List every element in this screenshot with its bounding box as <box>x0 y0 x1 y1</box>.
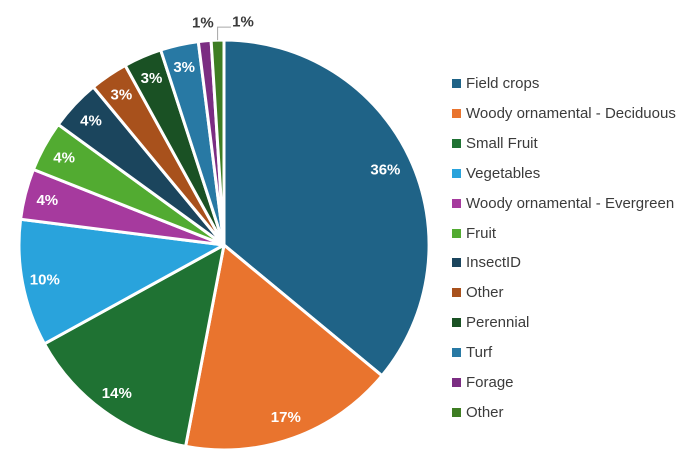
legend-swatch-icon <box>452 288 461 298</box>
pie-slice-small-fruit-2 <box>42 243 226 448</box>
slice-value-label-fruit-5: 4% <box>53 149 75 166</box>
legend-label: Other <box>466 403 504 421</box>
slice-value-label-other-11: 1% <box>232 13 254 30</box>
legend-label: Forage <box>466 373 514 391</box>
pie-slice-field-crops-0 <box>222 38 431 378</box>
legend-item-perennial-8: Perennial <box>452 308 697 338</box>
chart-legend: Field crops Woody ornamental - Deciduous S… <box>452 69 697 427</box>
legend-item-vegetables-3: Vegetables <box>452 159 697 189</box>
legend-item-fruit-5: Fruit <box>452 218 697 248</box>
slice-value-label-vegetables-3: 10% <box>30 271 60 288</box>
legend-swatch-icon <box>452 109 461 119</box>
legend-item-turf-9: Turf <box>452 338 697 368</box>
slice-value-label-turf-9: 3% <box>173 59 195 76</box>
slice-value-label-woody-ornamental-deciduous-1: 17% <box>271 409 301 426</box>
legend-item-field-crops-0: Field crops <box>452 69 697 99</box>
slice-value-label-insectid-6: 4% <box>80 112 102 129</box>
legend-label: Turf <box>466 344 493 362</box>
legend-swatch-icon <box>452 79 461 89</box>
legend-label: Fruit <box>466 224 496 242</box>
legend-swatch-icon <box>452 377 461 387</box>
legend-item-small-fruit-2: Small Fruit <box>452 129 697 159</box>
legend-swatch-icon <box>452 348 461 358</box>
slice-value-label-other-7: 3% <box>111 86 133 103</box>
legend-item-forage-10: Forage <box>452 367 697 397</box>
label-leader-line <box>217 26 231 41</box>
legend-item-woody-ornamental-deciduous-1: Woody ornamental - Deciduous <box>452 99 697 129</box>
legend-swatch-icon <box>452 168 461 178</box>
legend-label: Field crops <box>466 75 540 93</box>
slice-value-label-perennial-8: 3% <box>141 70 163 87</box>
legend-item-woody-ornamental-evergreen-4: Woody ornamental - Evergreen <box>452 188 697 218</box>
slice-value-label-field-crops-0: 36% <box>370 161 400 178</box>
legend-label: Small Fruit <box>466 135 538 153</box>
legend-swatch-icon <box>452 258 461 268</box>
legend-label: Other <box>466 284 504 302</box>
legend-swatch-icon <box>452 198 461 208</box>
legend-item-other-11: Other <box>452 397 697 427</box>
slice-value-label-small-fruit-2: 14% <box>102 385 132 402</box>
legend-swatch-icon <box>452 139 461 149</box>
legend-label: Woody ornamental - Deciduous <box>466 105 676 123</box>
slice-value-label-forage-10: 1% <box>192 14 214 31</box>
legend-swatch-icon <box>452 228 461 238</box>
legend-swatch-icon <box>452 407 461 417</box>
legend-item-insectid-6: InsectID <box>452 248 697 278</box>
legend-label: Perennial <box>466 314 530 332</box>
pie-slice-woody-ornamental-deciduous-1 <box>184 243 384 452</box>
legend-swatch-icon <box>452 318 461 328</box>
pie-slice-vegetables-3 <box>17 217 226 346</box>
legend-label: Vegetables <box>466 164 541 182</box>
legend-label: Woody ornamental - Evergreen <box>466 194 675 212</box>
legend-item-other-7: Other <box>452 278 697 308</box>
legend-label: InsectID <box>466 254 522 272</box>
slice-value-label-woody-ornamental-evergreen-4: 4% <box>36 192 58 209</box>
